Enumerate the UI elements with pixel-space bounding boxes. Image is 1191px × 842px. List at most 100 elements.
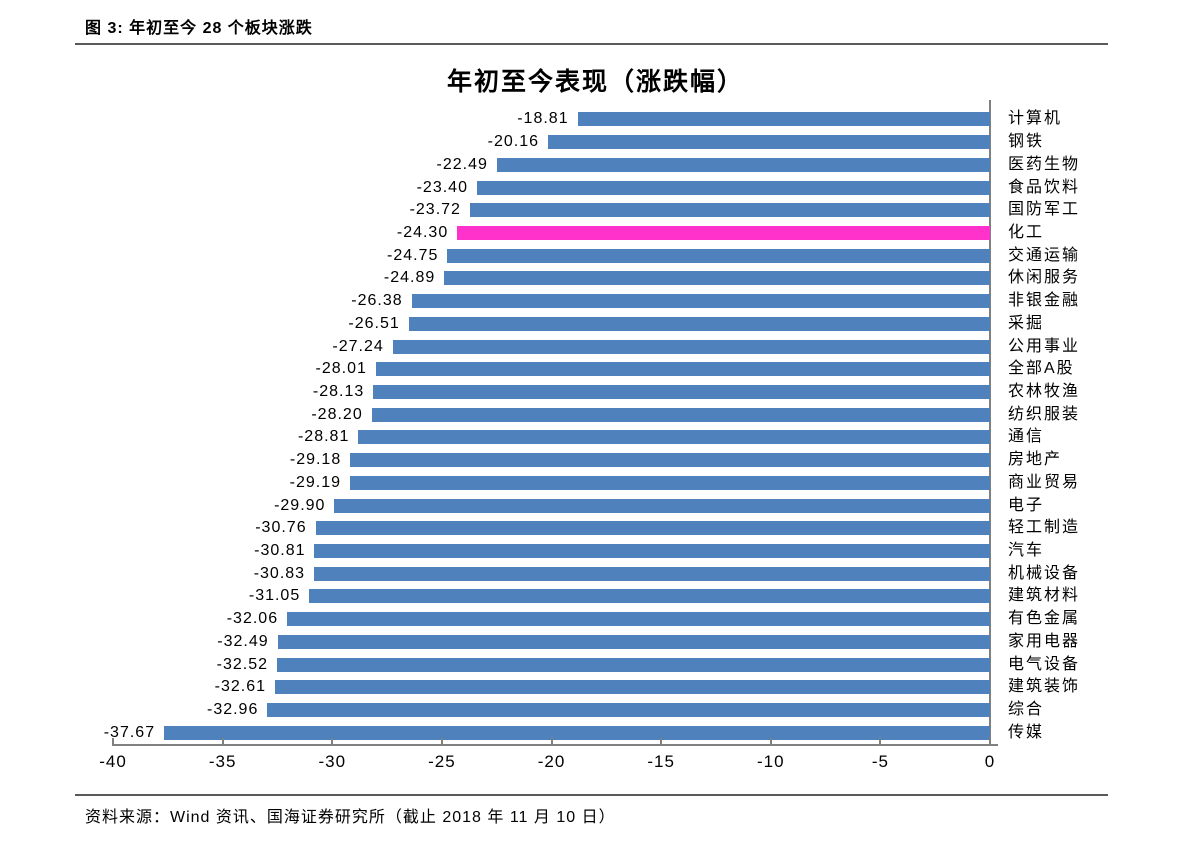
bar (334, 498, 990, 513)
bar-value-label: -20.16 (487, 133, 539, 151)
category-label: 纺织服装 (1008, 405, 1081, 423)
chart-title: 年初至今表现（涨跌幅） (446, 68, 744, 96)
category-label: 非银金融 (1008, 292, 1081, 310)
x-axis-tick-label: -15 (647, 752, 675, 771)
category-label: 建筑装饰 (1008, 678, 1081, 696)
bar-value-label: -22.49 (436, 155, 488, 173)
bar (447, 248, 990, 263)
bar-value-label: -29.19 (289, 473, 342, 491)
bar-value-label: -32.61 (214, 678, 267, 696)
bar (315, 521, 990, 536)
bar (164, 725, 990, 740)
x-axis-tick-label: -20 (537, 752, 566, 771)
x-axis-tick-mark (879, 738, 882, 744)
bar (287, 612, 990, 627)
category-label: 家用电器 (1008, 632, 1081, 650)
category-label: 农林牧渔 (1008, 382, 1081, 400)
bar-value-label: -32.49 (217, 632, 269, 650)
bar-value-label: -18.81 (517, 110, 569, 128)
bar-value-label: -24.75 (386, 246, 439, 264)
category-label: 全部A股 (1008, 360, 1075, 378)
bar (275, 680, 990, 695)
bar (476, 180, 990, 195)
bar-value-label: -32.06 (226, 610, 279, 628)
bar (350, 453, 990, 468)
bar (577, 112, 990, 127)
bar (309, 589, 990, 604)
x-axis-tick-mark (660, 738, 663, 744)
category-label: 电气设备 (1008, 655, 1081, 673)
bar-value-label: -29.18 (289, 451, 342, 469)
bar-value-label: -26.38 (351, 292, 403, 310)
x-axis-line (112, 744, 998, 746)
bar-value-label: -28.13 (312, 382, 365, 400)
bar-value-label: -32.52 (216, 655, 268, 673)
category-label: 通信 (1008, 428, 1045, 446)
x-axis-tick-label: -10 (756, 752, 785, 771)
zero-baseline-axis (989, 100, 991, 745)
bar-value-label: -37.67 (103, 723, 156, 741)
category-label: 钢铁 (1008, 133, 1045, 151)
category-label: 有色金属 (1008, 610, 1081, 628)
x-axis-tick-label: 0 (984, 752, 996, 771)
bar-value-label: -28.20 (311, 405, 363, 423)
bar-value-label: -23.72 (409, 201, 461, 219)
bar (444, 271, 990, 286)
bar (277, 634, 990, 649)
bar (314, 543, 990, 558)
category-label: 食品饮料 (1008, 178, 1081, 196)
bar (469, 203, 990, 218)
category-label: 机械设备 (1008, 564, 1081, 582)
category-label: 采掘 (1008, 314, 1045, 332)
bar (411, 294, 990, 309)
category-label: 医药生物 (1008, 155, 1081, 173)
category-label: 轻工制造 (1008, 519, 1081, 537)
source-note: 资料来源：Wind 资讯、国海证券研究所（截止 2018 年 11 月 10 日… (85, 809, 616, 826)
bar-value-label: -28.01 (315, 360, 367, 378)
category-label: 汽车 (1008, 541, 1045, 559)
category-label: 交通运输 (1008, 246, 1081, 264)
figure-caption: 图 3: 年初至今 28 个板块涨跌 (85, 20, 313, 37)
category-label: 化工 (1008, 223, 1045, 241)
bar (267, 702, 990, 717)
bar-highlighted (457, 225, 990, 240)
bar-value-label: -26.51 (348, 314, 400, 332)
bar-value-label: -24.30 (396, 223, 449, 241)
category-label: 房地产 (1008, 451, 1063, 469)
bar-value-label: -24.89 (383, 269, 436, 287)
x-axis-tick-mark (440, 738, 443, 744)
x-axis-tick-mark (331, 738, 334, 744)
bar-value-label: -28.81 (297, 428, 350, 446)
bar-value-label: -27.24 (332, 337, 384, 355)
category-label: 公用事业 (1008, 337, 1081, 355)
bar-value-label: -29.90 (274, 496, 326, 514)
bar-value-label: -23.40 (416, 178, 468, 196)
bar (358, 430, 990, 445)
bar-value-label: -30.76 (255, 519, 307, 537)
bar (547, 135, 990, 150)
bar (496, 157, 990, 172)
bottom-divider (75, 794, 1108, 796)
bar-value-label: -30.81 (254, 541, 306, 559)
x-axis-tick-label: -30 (318, 752, 347, 771)
x-axis-tick-label: -5 (871, 752, 889, 771)
category-label: 休闲服务 (1008, 269, 1081, 287)
bar-value-label: -30.83 (253, 564, 306, 582)
category-label: 国防军工 (1008, 201, 1081, 219)
x-axis-tick-label: -25 (428, 752, 456, 771)
bar (392, 339, 990, 354)
category-label: 建筑材料 (1008, 587, 1081, 605)
bar (350, 475, 990, 490)
bar (408, 316, 990, 331)
x-axis-tick-label: -40 (99, 752, 127, 771)
bar (314, 566, 990, 581)
x-axis-tick-mark (550, 738, 553, 744)
x-axis-tick-mark (769, 738, 772, 744)
category-label: 电子 (1008, 496, 1045, 514)
category-label: 计算机 (1008, 110, 1063, 128)
bar (276, 657, 990, 672)
